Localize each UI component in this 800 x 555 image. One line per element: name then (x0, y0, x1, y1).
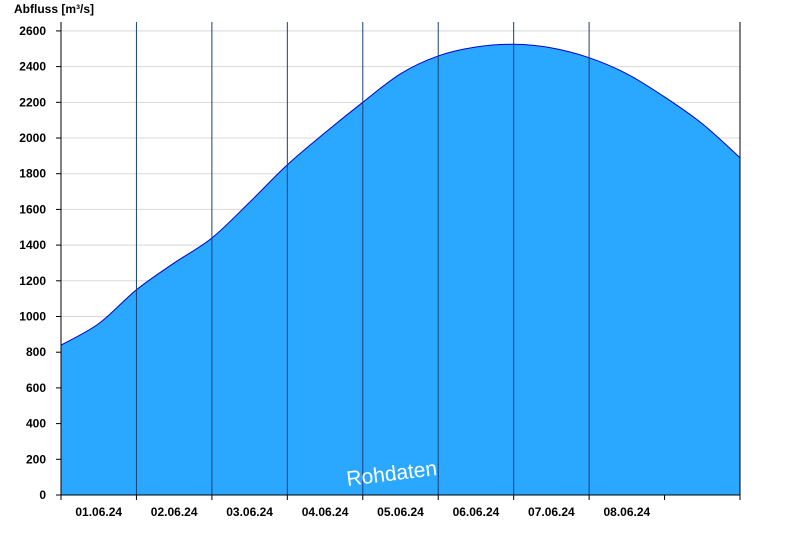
y-tick-label: 1000 (19, 310, 46, 324)
x-tick-label: 05.06.24 (377, 505, 424, 519)
x-tick-label: 01.06.24 (75, 505, 122, 519)
discharge-area (61, 44, 740, 496)
y-tick-label: 1600 (19, 202, 46, 216)
x-tick-label: 03.06.24 (226, 505, 273, 519)
y-ticks: 0 200 400 600 800 1000 1200 1400 1600 1800 2000 220… (19, 24, 61, 502)
y-axis-label: Abfluss [m³/s] (14, 2, 94, 16)
y-tick-label: 2200 (19, 95, 46, 109)
y-tick-label: 1800 (19, 167, 46, 181)
discharge-line (60, 43, 741, 346)
axes (56, 22, 741, 500)
x-tick-label: 04.06.24 (302, 505, 349, 519)
y-tick-label: 200 (26, 452, 46, 466)
y-tick-label: 2000 (19, 131, 46, 145)
x-tick-label: 06.06.24 (453, 505, 500, 519)
x-tick-label: 07.06.24 (528, 505, 575, 519)
y-tick-label: 800 (26, 345, 46, 359)
x-ticks: 01.06.24 02.06.24 03.06.24 04.06.24 05.06.24… (75, 495, 666, 519)
y-tick-label: 0 (39, 488, 46, 502)
y-tick-label: 400 (26, 417, 46, 431)
x-tick-label: 08.06.24 (603, 505, 650, 519)
y-tick-label: 1400 (19, 238, 46, 252)
y-tick-label: 2600 (19, 24, 46, 38)
x-tick-label: 02.06.24 (151, 505, 198, 519)
y-tick-label: 600 (26, 381, 46, 395)
y-tick-label: 2400 (19, 60, 46, 74)
y-tick-label: 1200 (19, 274, 46, 288)
day-separators (135, 22, 590, 495)
